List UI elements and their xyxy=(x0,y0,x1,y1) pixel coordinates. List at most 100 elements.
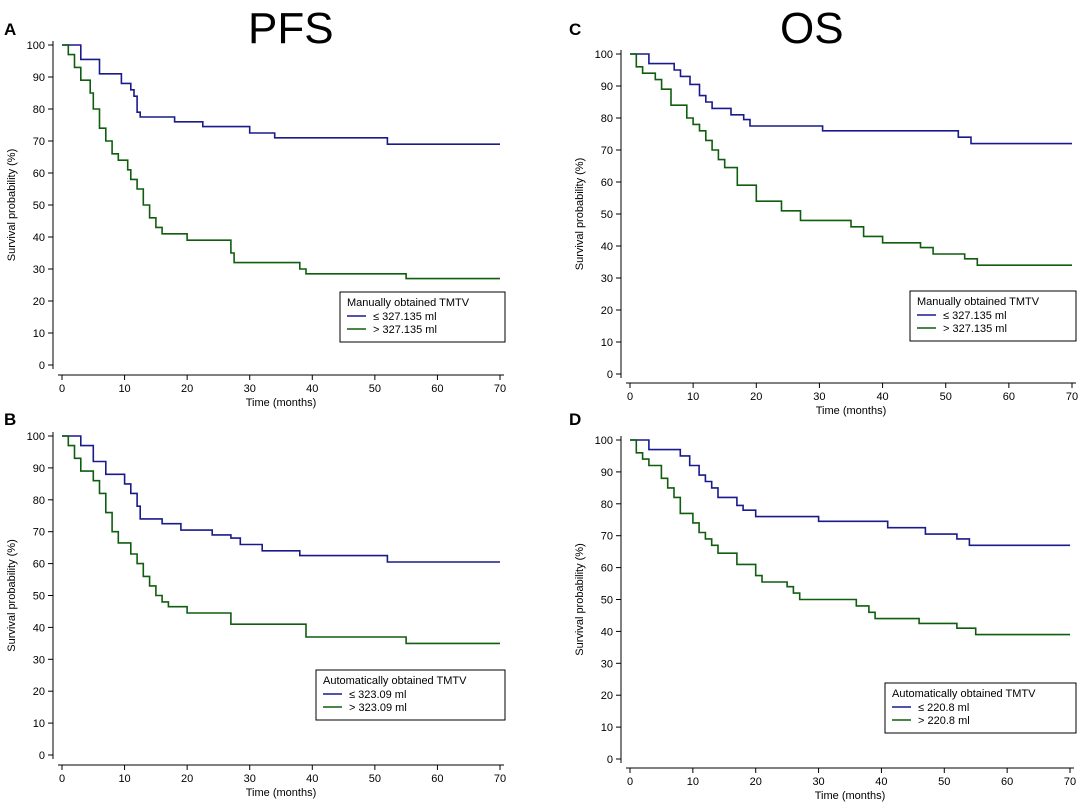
y-tick-label: 90 xyxy=(33,463,45,475)
x-tick-label: 20 xyxy=(750,391,762,403)
y-tick-label: 90 xyxy=(33,72,45,84)
x-tick-label: 70 xyxy=(494,383,506,395)
y-tick-label: 80 xyxy=(601,499,613,511)
survival-curve-low xyxy=(630,53,1072,145)
x-tick-label: 20 xyxy=(181,773,193,785)
legend-entry-low: ≤ 323.09 ml xyxy=(349,689,406,701)
y-tick-label: 50 xyxy=(33,591,45,603)
y-tick-label: 60 xyxy=(33,168,45,180)
y-tick-label: 80 xyxy=(601,113,613,125)
x-tick-label: 40 xyxy=(876,391,888,403)
survival-curve-high xyxy=(630,439,1070,636)
y-tick-label: 90 xyxy=(601,81,613,93)
y-tick-label: 30 xyxy=(601,658,613,670)
y-tick-label: 70 xyxy=(33,527,45,539)
x-tick-label: 30 xyxy=(812,776,824,788)
y-tick-label: 70 xyxy=(601,531,613,543)
legend-entry-high: > 327.135 ml xyxy=(373,324,437,336)
legend-box xyxy=(909,290,1077,342)
y-tick-label: 50 xyxy=(601,595,613,607)
x-tick-label: 40 xyxy=(306,773,318,785)
y-tick-label: 0 xyxy=(607,369,613,381)
y-tick-label: 100 xyxy=(595,49,613,61)
x-axis-title: Time (months) xyxy=(246,787,317,799)
legend-box xyxy=(339,291,506,343)
y-tick-label: 10 xyxy=(601,722,613,734)
legend-box xyxy=(315,669,506,721)
x-tick-label: 70 xyxy=(1066,391,1078,403)
y-tick-label: 20 xyxy=(33,686,45,698)
survival-curve-low xyxy=(630,439,1070,547)
x-tick-label: 40 xyxy=(306,383,318,395)
survival-curve-high xyxy=(62,44,500,280)
y-tick-label: 40 xyxy=(601,241,613,253)
chart-panel-d: 0 10 20 30 40 50 60 70 80 90 100 0 10 20 30 40 50 60 70 Tim… xyxy=(574,435,1077,802)
y-axis-title: Survival probability (%) xyxy=(574,158,586,270)
survival-curve-low xyxy=(62,435,500,563)
legend-title: Manually obtained TMTV xyxy=(347,297,470,309)
y-tick-label: 20 xyxy=(601,690,613,702)
legend-entry-high: > 220.8 ml xyxy=(918,715,970,727)
x-tick-label: 10 xyxy=(118,773,130,785)
y-axis-title: Survival probability (%) xyxy=(574,543,586,655)
y-tick-label: 0 xyxy=(607,754,613,766)
chart-panel-b: 0 10 20 30 40 50 60 70 80 90 100 0 10 20 30 40 50 60 70 Tim… xyxy=(6,431,506,799)
y-axis-title: Survival probability (%) xyxy=(6,149,18,261)
y-tick-label: 0 xyxy=(39,750,45,762)
os-column-title: OS xyxy=(780,4,844,53)
y-tick-label: 50 xyxy=(601,209,613,221)
legend-entry-low: ≤ 220.8 ml xyxy=(918,702,969,714)
y-tick-label: 60 xyxy=(601,563,613,575)
x-tick-label: 50 xyxy=(369,383,381,395)
panel-letter-d: D xyxy=(569,410,582,429)
legend-entry-high: > 327.135 ml xyxy=(943,323,1007,335)
x-tick-label: 50 xyxy=(369,773,381,785)
pfs-column-title: PFS xyxy=(248,4,334,53)
chart-panel-c: 0 10 20 30 40 50 60 70 80 90 100 0 10 20 30 40 50 60 70 Tim… xyxy=(574,49,1078,417)
x-tick-label: 60 xyxy=(1001,776,1013,788)
x-tick-label: 30 xyxy=(244,383,256,395)
y-tick-label: 80 xyxy=(33,104,45,116)
y-tick-label: 0 xyxy=(39,360,45,372)
x-tick-label: 10 xyxy=(687,391,699,403)
y-tick-label: 20 xyxy=(601,305,613,317)
y-tick-label: 10 xyxy=(601,337,613,349)
legend-entry-high: > 323.09 ml xyxy=(349,702,407,714)
y-tick-label: 100 xyxy=(27,40,45,52)
y-tick-label: 20 xyxy=(33,296,45,308)
survival-curve-high xyxy=(630,53,1072,266)
y-tick-label: 40 xyxy=(33,622,45,634)
y-tick-label: 30 xyxy=(33,654,45,666)
x-tick-label: 10 xyxy=(687,776,699,788)
y-tick-label: 30 xyxy=(601,273,613,285)
x-tick-label: 50 xyxy=(938,776,950,788)
x-tick-label: 50 xyxy=(940,391,952,403)
x-tick-label: 60 xyxy=(431,383,443,395)
x-tick-label: 60 xyxy=(1003,391,1015,403)
chart-panel-a: 0 10 20 30 40 50 60 70 80 90 100 0 10 20 30 40 50 60 70 Tim… xyxy=(6,40,506,409)
legend-title: Automatically obtained TMTV xyxy=(323,675,467,687)
y-tick-label: 60 xyxy=(33,559,45,571)
legend-title: Automatically obtained TMTV xyxy=(892,688,1036,700)
y-tick-label: 10 xyxy=(33,328,45,340)
y-tick-label: 80 xyxy=(33,495,45,507)
x-tick-label: 30 xyxy=(244,773,256,785)
x-tick-label: 70 xyxy=(494,773,506,785)
y-tick-label: 50 xyxy=(33,200,45,212)
x-tick-label: 0 xyxy=(627,776,633,788)
panel-letter-c: C xyxy=(569,20,582,39)
y-tick-label: 70 xyxy=(601,145,613,157)
y-tick-label: 40 xyxy=(33,232,45,244)
x-axis-title: Time (months) xyxy=(246,397,317,409)
legend-title: Manually obtained TMTV xyxy=(917,296,1040,308)
x-tick-label: 70 xyxy=(1064,776,1076,788)
survival-curve-high xyxy=(62,435,500,645)
x-tick-label: 30 xyxy=(813,391,825,403)
x-tick-label: 60 xyxy=(431,773,443,785)
y-tick-label: 100 xyxy=(595,435,613,447)
panel-letter-b: B xyxy=(4,410,17,429)
y-tick-label: 40 xyxy=(601,626,613,638)
legend-entry-low: ≤ 327.135 ml xyxy=(943,310,1007,322)
y-tick-label: 100 xyxy=(27,431,45,443)
x-tick-label: 0 xyxy=(59,383,65,395)
